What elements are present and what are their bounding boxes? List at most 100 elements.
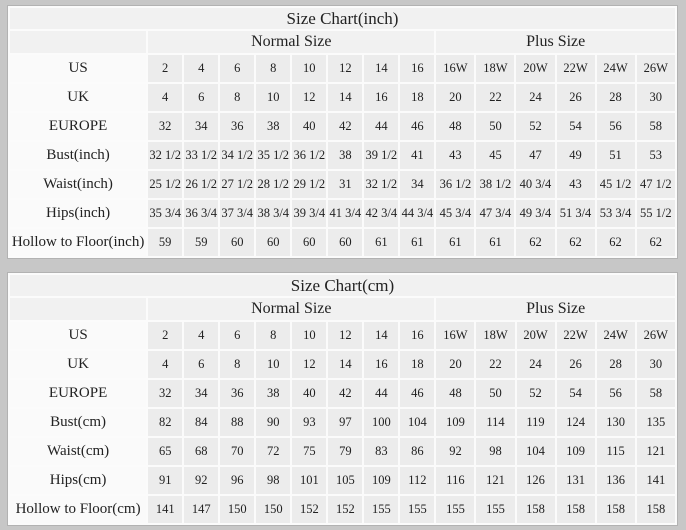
size-value-cell: 22 (476, 84, 515, 111)
size-value-cell: 40 (292, 113, 327, 140)
size-value-cell: 26 1/2 (184, 171, 219, 198)
size-value-cell: 158 (636, 496, 675, 523)
size-value-cell: 34 1/2 (220, 142, 255, 169)
size-value-cell: 58 (636, 113, 675, 140)
size-value-cell: 158 (596, 496, 635, 523)
row-label: US (10, 322, 147, 349)
table-row: Bust(cm) 82 84 88 90 93 97 100 104 109 114 119 124 13… (10, 409, 675, 436)
size-value-cell: 42 (328, 380, 363, 407)
size-value-cell: 2 (148, 322, 183, 349)
size-value-cell: 8 (256, 55, 291, 82)
size-value-cell: 6 (184, 84, 219, 111)
size-value-cell: 152 (292, 496, 327, 523)
size-value-cell: 45 (476, 142, 515, 169)
row-label: Bust(inch) (10, 142, 147, 169)
size-value-cell: 4 (148, 84, 183, 111)
size-value-cell: 22W (556, 55, 595, 82)
size-value-cell: 60 (256, 229, 291, 256)
plus-size-header: Plus Size (436, 31, 675, 53)
size-value-cell: 18 (400, 84, 435, 111)
size-value-cell: 20 (436, 351, 475, 378)
corner-cell (10, 298, 147, 320)
size-value-cell: 26W (636, 55, 675, 82)
size-value-cell: 10 (292, 55, 327, 82)
table-row: US 2 4 6 8 10 12 14 16 16W 18W 20W 22W 24W 26W (10, 55, 675, 82)
size-value-cell: 47 (516, 142, 555, 169)
size-value-cell: 35 3/4 (148, 200, 183, 227)
size-value-cell: 68 (184, 438, 219, 465)
table-row: US 2 4 6 8 10 12 14 16 16W 18W 20W 22W 24W 26W (10, 322, 675, 349)
size-value-cell: 59 (184, 229, 219, 256)
size-value-cell: 2 (148, 55, 183, 82)
size-value-cell: 98 (256, 467, 291, 494)
size-value-cell: 49 3/4 (516, 200, 555, 227)
size-value-cell: 136 (596, 467, 635, 494)
size-value-cell: 51 (596, 142, 635, 169)
size-value-cell: 60 (220, 229, 255, 256)
row-label: EUROPE (10, 113, 147, 140)
size-value-cell: 26W (636, 322, 675, 349)
size-value-cell: 155 (400, 496, 435, 523)
table-row: Bust(inch) 32 1/2 33 1/2 34 1/2 35 1/2 36 1/2… (10, 142, 675, 169)
size-value-cell: 41 3/4 (328, 200, 363, 227)
size-value-cell: 44 3/4 (400, 200, 435, 227)
size-value-cell: 59 (148, 229, 183, 256)
size-value-cell: 48 (436, 113, 475, 140)
size-value-cell: 29 1/2 (292, 171, 327, 198)
size-value-cell: 16 (364, 351, 399, 378)
size-value-cell: 30 (636, 351, 675, 378)
size-value-cell: 152 (328, 496, 363, 523)
table-title: Size Chart(cm) (10, 275, 675, 296)
size-value-cell: 20 (436, 84, 475, 111)
table-row: Hips(cm) 91 92 96 98 101 105 109 112 116 121 126 131… (10, 467, 675, 494)
size-value-cell: 16W (436, 55, 475, 82)
size-value-cell: 28 (596, 351, 635, 378)
size-value-cell: 147 (184, 496, 219, 523)
row-label: UK (10, 84, 147, 111)
size-value-cell: 150 (256, 496, 291, 523)
size-value-cell: 53 (636, 142, 675, 169)
column-group-row: Normal Size Plus Size (10, 31, 675, 53)
size-value-cell: 124 (556, 409, 595, 436)
size-value-cell: 79 (328, 438, 363, 465)
size-value-cell: 22W (556, 322, 595, 349)
size-value-cell: 72 (256, 438, 291, 465)
size-value-cell: 105 (328, 467, 363, 494)
size-value-cell: 37 3/4 (220, 200, 255, 227)
size-value-cell: 61 (476, 229, 515, 256)
table-row: Hips(inch) 35 3/4 36 3/4 37 3/4 38 3/4 39 3/4… (10, 200, 675, 227)
size-value-cell: 47 3/4 (476, 200, 515, 227)
size-value-cell: 28 (596, 84, 635, 111)
size-value-cell: 158 (556, 496, 595, 523)
size-value-cell: 42 3/4 (364, 200, 399, 227)
size-value-cell: 43 (556, 171, 595, 198)
size-value-cell: 98 (476, 438, 515, 465)
row-label: Waist(inch) (10, 171, 147, 198)
size-value-cell: 131 (556, 467, 595, 494)
size-value-cell: 18W (476, 322, 515, 349)
size-value-cell: 43 (436, 142, 475, 169)
row-label: Hollow to Floor(cm) (10, 496, 147, 523)
size-value-cell: 4 (184, 322, 219, 349)
size-value-cell: 42 (328, 113, 363, 140)
table-row: Hollow to Floor(inch) 59 59 60 60 60 60 61 61 61 6… (10, 229, 675, 256)
table-title: Size Chart(inch) (10, 8, 675, 29)
table-title-row: Size Chart(inch) (10, 8, 675, 29)
size-value-cell: 6 (220, 322, 255, 349)
size-value-cell: 62 (516, 229, 555, 256)
size-value-cell: 8 (256, 322, 291, 349)
size-value-cell: 91 (148, 467, 183, 494)
size-value-cell: 32 (148, 380, 183, 407)
size-value-cell: 62 (636, 229, 675, 256)
size-value-cell: 96 (220, 467, 255, 494)
size-value-cell: 101 (292, 467, 327, 494)
size-value-cell: 36 1/2 (292, 142, 327, 169)
size-value-cell: 6 (220, 55, 255, 82)
row-label: EUROPE (10, 380, 147, 407)
size-value-cell: 32 1/2 (148, 142, 183, 169)
size-value-cell: 45 1/2 (596, 171, 635, 198)
size-value-cell: 61 (436, 229, 475, 256)
size-value-cell: 109 (436, 409, 475, 436)
size-value-cell: 51 3/4 (556, 200, 595, 227)
size-value-cell: 44 (364, 113, 399, 140)
